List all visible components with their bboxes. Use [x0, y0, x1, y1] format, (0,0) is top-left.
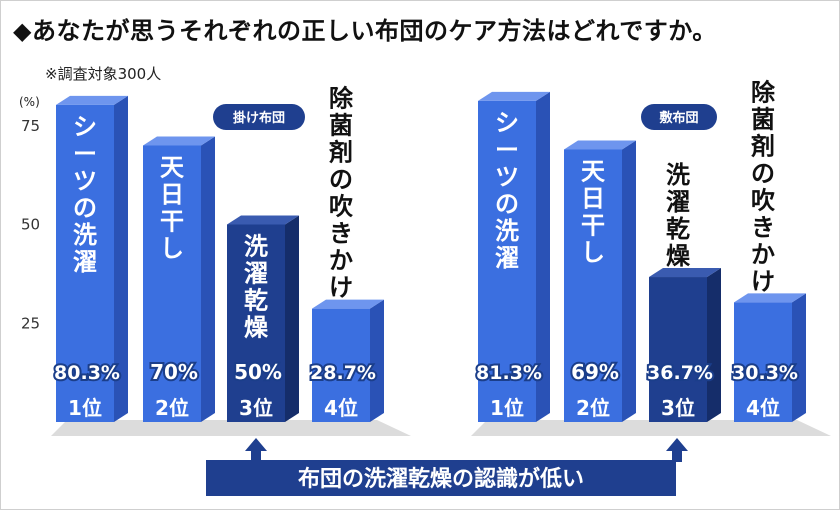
data-label: 28.7%	[310, 362, 376, 384]
rank-label: 3位	[239, 396, 273, 420]
callout-banner: 布団の洗濯乾燥の認識が低い	[206, 460, 676, 496]
bar-front	[649, 277, 707, 422]
bar	[312, 299, 384, 422]
category-label: 除菌剤の吹きかけ	[328, 85, 354, 302]
bar-side	[370, 299, 384, 422]
bar-front	[312, 308, 370, 422]
bar-side	[707, 268, 721, 422]
bar-top	[56, 95, 128, 105]
panel-label-pill: 敷布団	[641, 104, 717, 130]
bar-side	[536, 91, 550, 423]
category-label: シーツの洗濯	[73, 113, 97, 276]
rank-label: 4位	[746, 396, 780, 420]
data-label: 30.3%	[732, 362, 798, 384]
arrow-stem	[672, 450, 682, 462]
bar-front	[143, 145, 201, 422]
bar-top	[734, 293, 806, 303]
bar-top	[143, 136, 215, 146]
bar-top	[649, 268, 721, 278]
y-tick-label: 25	[21, 314, 40, 332]
category-label: 除菌剤の吹きかけ	[750, 78, 776, 295]
bar	[56, 95, 128, 422]
data-label: 81.3%	[476, 362, 542, 384]
bar-side	[285, 215, 299, 422]
category-label: 天日干し	[581, 157, 605, 266]
bar-top	[312, 299, 384, 309]
bar-side	[201, 136, 215, 422]
banner-bg	[206, 460, 676, 496]
bar-top	[478, 91, 550, 101]
data-label: 70%	[150, 360, 198, 384]
arrow-up-icon	[666, 438, 688, 451]
data-label: 36.7%	[647, 362, 713, 384]
y-tick-label: 75	[21, 117, 40, 135]
bar-front	[734, 302, 792, 422]
banner-text: 布団の洗濯乾燥の認識が低い	[298, 466, 584, 492]
arrow-up-icon	[245, 438, 267, 451]
floor-shadow	[471, 420, 831, 436]
panel-pill-bg	[213, 104, 305, 130]
bar-front	[56, 104, 114, 422]
bar	[143, 136, 215, 422]
data-label: 69%	[571, 360, 619, 384]
floor-shadow	[51, 420, 411, 436]
bar-side	[622, 140, 636, 422]
bar	[734, 293, 806, 422]
bar	[478, 91, 550, 423]
bar-front	[478, 100, 536, 423]
y-axis-unit: (%)	[19, 95, 40, 109]
panel-pill-bg	[641, 104, 717, 130]
category-label: 洗濯乾燥	[244, 233, 269, 342]
rank-label: 4位	[324, 396, 358, 420]
bar-side	[792, 293, 806, 422]
bar-front	[564, 149, 622, 422]
panel-label: 掛け布団	[233, 110, 285, 126]
rank-label: 3位	[661, 396, 695, 420]
bar-front	[227, 224, 285, 422]
panel-label-pill: 掛け布団	[213, 104, 305, 130]
data-label: 50%	[234, 360, 282, 384]
category-label: シーツの洗濯	[495, 109, 519, 272]
bar-top	[227, 215, 299, 225]
bar	[227, 215, 299, 422]
rank-label: 1位	[490, 396, 524, 420]
data-label: 80.3%	[54, 362, 120, 384]
bar-top	[564, 140, 636, 150]
bar	[564, 140, 636, 422]
rank-label: 1位	[68, 396, 102, 420]
rank-label: 2位	[576, 396, 610, 420]
category-label: 天日干し	[160, 154, 184, 263]
bar	[649, 268, 721, 422]
chart-subtitle: ※調査対象300人	[45, 65, 162, 83]
y-tick-label: 50	[21, 216, 40, 234]
rank-label: 2位	[155, 396, 189, 420]
bar-side	[114, 95, 128, 422]
arrow-stem	[251, 450, 261, 462]
category-label: 洗濯乾燥	[666, 161, 691, 270]
panel-label: 敷布団	[659, 110, 698, 126]
chart-title: ◆あなたが思うそれぞれの正しい布団のケア方法はどれですか。	[13, 17, 717, 45]
